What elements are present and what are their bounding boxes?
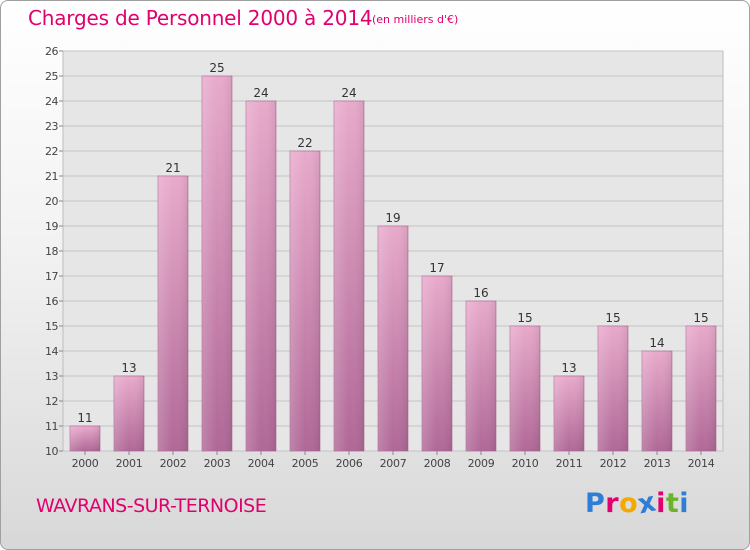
bar-shading — [598, 326, 628, 451]
y-tick-label: 23 — [45, 120, 58, 133]
x-tick-label: 2003 — [204, 457, 231, 470]
data-label: 22 — [297, 136, 312, 150]
data-label: 24 — [341, 86, 356, 100]
bar-shading — [466, 301, 496, 451]
data-label: 13 — [121, 361, 136, 375]
logo-letter: t — [665, 488, 680, 519]
data-label: 16 — [473, 286, 488, 300]
logo-letter: i — [679, 488, 690, 519]
y-tick-label: 15 — [45, 320, 58, 333]
x-tick-label: 2010 — [512, 457, 539, 470]
data-label: 14 — [649, 336, 664, 350]
data-label: 24 — [253, 86, 268, 100]
data-label: 15 — [517, 311, 532, 325]
data-label: 21 — [165, 161, 180, 175]
y-tick-label: 24 — [45, 95, 58, 108]
y-axis: 10 11 12 13 14 15 16 17 18 19 20 21 22 23 24 25 26 — [45, 45, 63, 458]
bar-shading — [378, 226, 408, 451]
y-tick-label: 21 — [45, 170, 58, 183]
x-tick-label: 2007 — [380, 457, 407, 470]
y-tick-label: 10 — [45, 445, 58, 458]
y-tick-label: 13 — [45, 370, 58, 383]
y-tick-label: 14 — [45, 345, 58, 358]
chart-title: Charges de Personnel 2000 à 2014 — [28, 6, 373, 30]
bar-shading — [686, 326, 716, 451]
x-tick-label: 2012 — [600, 457, 627, 470]
x-tick-label: 2011 — [556, 457, 583, 470]
y-tick-label: 20 — [45, 195, 58, 208]
logo-letter: P — [585, 488, 606, 519]
x-tick-label: 2005 — [292, 457, 319, 470]
y-tick-label: 12 — [45, 395, 58, 408]
y-tick-label: 19 — [45, 220, 58, 233]
bar-shading — [70, 426, 100, 451]
x-tick-label: 2009 — [468, 457, 495, 470]
x-axis: 2000 2001 2002 2003 2004 2005 2006 2007 2008 2009… — [72, 451, 715, 470]
y-tick-label: 22 — [45, 145, 58, 158]
chart-subtitle: (en milliers d'€) — [372, 13, 459, 26]
data-label: 13 — [561, 361, 576, 375]
logo-letter: i — [656, 488, 666, 519]
x-tick-label: 2006 — [336, 457, 363, 470]
x-tick-label: 2002 — [160, 457, 187, 470]
y-tick-label: 18 — [45, 245, 58, 258]
bar-shading — [158, 176, 188, 451]
bar-shading — [114, 376, 144, 451]
y-tick-label: 26 — [45, 45, 58, 58]
bar-shading — [246, 101, 276, 451]
x-tick-label: 2013 — [644, 457, 671, 470]
data-label: 19 — [385, 211, 400, 225]
data-label: 15 — [693, 311, 708, 325]
logo-letter: r — [605, 488, 620, 519]
town-name: WAVRANS-SUR-TERNOISE — [36, 495, 267, 517]
x-tick-label: 2004 — [248, 457, 275, 470]
data-label: 17 — [429, 261, 444, 275]
x-tick-label: 2000 — [72, 457, 99, 470]
y-tick-label: 16 — [45, 295, 58, 308]
data-label: 25 — [209, 61, 224, 75]
data-label: 15 — [605, 311, 620, 325]
x-tick-label: 2014 — [688, 457, 715, 470]
bar-shading — [202, 76, 232, 451]
bar-shading — [642, 351, 672, 451]
bar-shading — [334, 101, 364, 451]
data-label: 11 — [77, 411, 92, 425]
y-tick-label: 25 — [45, 70, 58, 83]
bar-shading — [290, 151, 320, 451]
bars: 11 13 21 25 24 22 24 19 17 16 15 13 15 14 15 — [69, 61, 717, 452]
proxiti-logo: Proxiti — [585, 486, 690, 520]
logo-letter: o — [619, 488, 639, 519]
y-tick-label: 11 — [45, 420, 58, 433]
bar-shading — [422, 276, 452, 451]
y-tick-label: 17 — [45, 270, 58, 283]
bar-shading — [554, 376, 584, 451]
x-tick-label: 2001 — [116, 457, 143, 470]
x-tick-label: 2008 — [424, 457, 451, 470]
bar-shading — [510, 326, 540, 451]
